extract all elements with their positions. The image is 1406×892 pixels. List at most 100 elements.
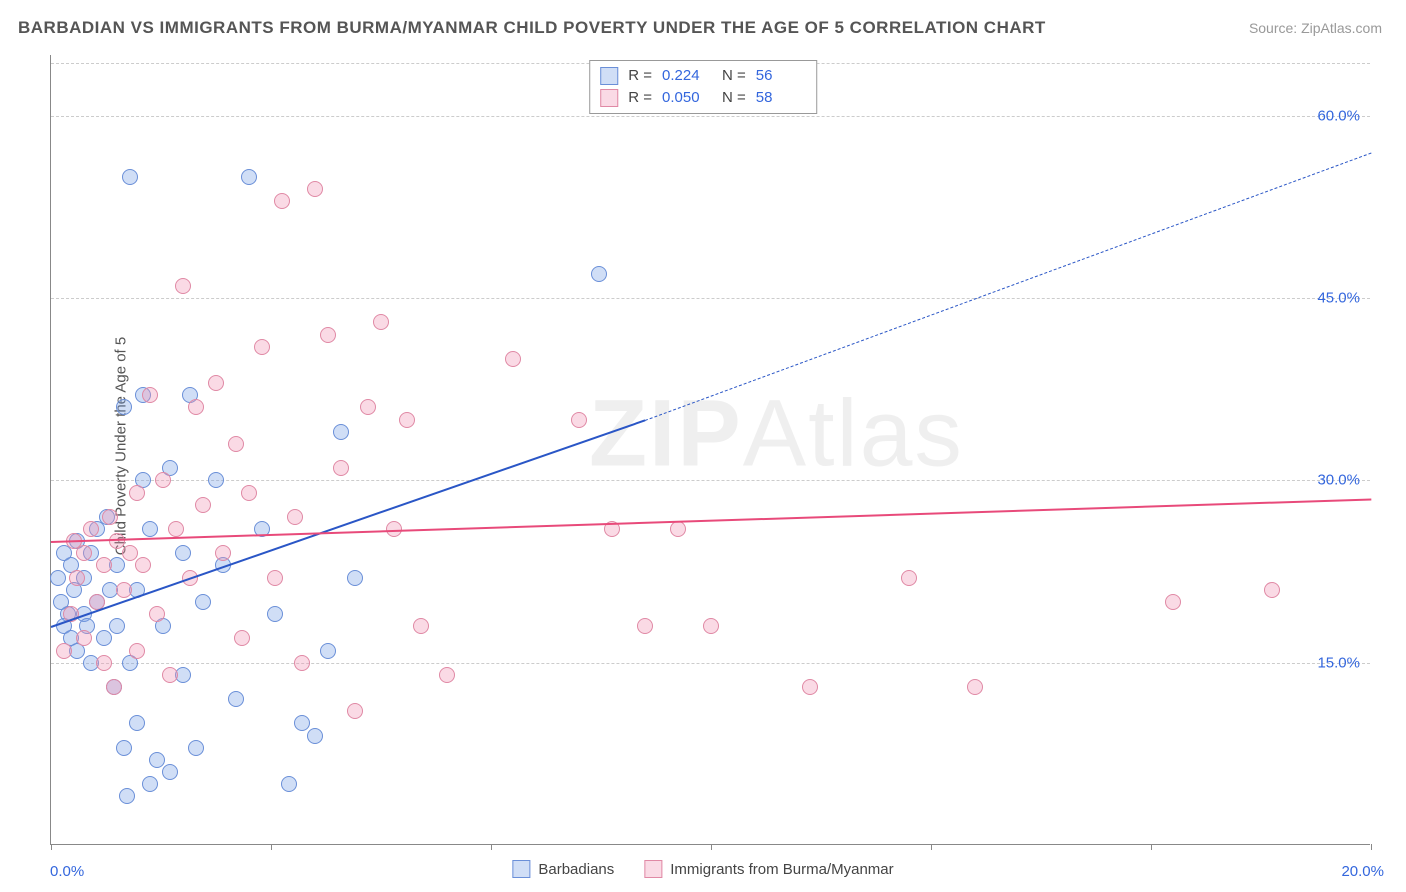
series-legend-label: Barbadians [538, 861, 614, 878]
scatter-point [129, 643, 145, 659]
scatter-point [116, 740, 132, 756]
scatter-point [76, 545, 92, 561]
scatter-point [1165, 594, 1181, 610]
x-tick [711, 844, 712, 850]
y-tick-label: 15.0% [1317, 654, 1360, 671]
scatter-point [373, 314, 389, 330]
legend-swatch [600, 67, 618, 85]
y-tick-label: 45.0% [1317, 290, 1360, 307]
scatter-point [571, 412, 587, 428]
scatter-point [591, 266, 607, 282]
scatter-point [294, 715, 310, 731]
scatter-point [320, 327, 336, 343]
scatter-point [188, 740, 204, 756]
scatter-point [241, 169, 257, 185]
scatter-point [149, 606, 165, 622]
x-tick [51, 844, 52, 850]
scatter-point [228, 691, 244, 707]
x-tick [491, 844, 492, 850]
scatter-point [254, 339, 270, 355]
scatter-point [109, 618, 125, 634]
x-tick [931, 844, 932, 850]
y-tick-label: 30.0% [1317, 472, 1360, 489]
scatter-point [175, 278, 191, 294]
scatter-point [208, 375, 224, 391]
x-axis-min-label: 0.0% [50, 863, 84, 880]
scatter-point [142, 387, 158, 403]
scatter-point [208, 472, 224, 488]
scatter-point [267, 570, 283, 586]
gridline-h [51, 663, 1370, 664]
legend-swatch [600, 89, 618, 107]
legend-r-value: 0.224 [662, 65, 712, 87]
scatter-point [122, 169, 138, 185]
watermark-light: Atlas [743, 380, 964, 486]
scatter-point [116, 582, 132, 598]
scatter-point [69, 570, 85, 586]
scatter-point [215, 545, 231, 561]
series-legend: BarbadiansImmigrants from Burma/Myanmar [512, 860, 893, 878]
scatter-point [106, 679, 122, 695]
scatter-point [234, 630, 250, 646]
chart-title: BARBADIAN VS IMMIGRANTS FROM BURMA/MYANM… [18, 18, 1046, 38]
scatter-point [56, 643, 72, 659]
scatter-point [347, 570, 363, 586]
scatter-point [116, 399, 132, 415]
scatter-point [195, 594, 211, 610]
scatter-point [1264, 582, 1280, 598]
scatter-point [119, 788, 135, 804]
scatter-point [83, 521, 99, 537]
scatter-point [168, 521, 184, 537]
legend-r-label: R = [628, 65, 652, 87]
scatter-point [129, 715, 145, 731]
watermark-bold: ZIP [589, 380, 743, 486]
legend-r-label: R = [628, 87, 652, 109]
scatter-point [333, 424, 349, 440]
correlation-legend: R =0.224N =56R =0.050N =58 [589, 60, 817, 114]
watermark-text: ZIPAtlas [589, 379, 964, 488]
scatter-point [162, 667, 178, 683]
gridline-h [51, 298, 1370, 299]
scatter-point [333, 460, 349, 476]
scatter-point [76, 630, 92, 646]
scatter-point [347, 703, 363, 719]
scatter-point [195, 497, 211, 513]
scatter-point [320, 643, 336, 659]
legend-swatch [512, 860, 530, 878]
scatter-point [129, 485, 145, 501]
scatter-point [439, 667, 455, 683]
plot-area: ZIPAtlas 15.0%30.0%45.0%60.0% [50, 55, 1370, 845]
gridline-h [51, 116, 1370, 117]
scatter-point [413, 618, 429, 634]
scatter-point [281, 776, 297, 792]
scatter-point [670, 521, 686, 537]
scatter-point [505, 351, 521, 367]
scatter-point [149, 752, 165, 768]
legend-n-value: 58 [756, 87, 806, 109]
regression-line-extrapolated [645, 152, 1371, 420]
legend-swatch [644, 860, 662, 878]
scatter-point [901, 570, 917, 586]
scatter-point [102, 509, 118, 525]
scatter-point [96, 630, 112, 646]
x-tick [1371, 844, 1372, 850]
scatter-point [142, 521, 158, 537]
scatter-point [267, 606, 283, 622]
gridline-h [51, 480, 1370, 481]
scatter-point [135, 557, 151, 573]
x-axis-max-label: 20.0% [1341, 863, 1384, 880]
scatter-point [50, 570, 66, 586]
x-tick [1151, 844, 1152, 850]
scatter-point [175, 545, 191, 561]
scatter-point [274, 193, 290, 209]
scatter-point [294, 655, 310, 671]
series-legend-item: Barbadians [512, 860, 614, 878]
scatter-point [228, 436, 244, 452]
scatter-point [122, 545, 138, 561]
scatter-point [162, 764, 178, 780]
scatter-point [967, 679, 983, 695]
source-credit: Source: ZipAtlas.com [1249, 20, 1382, 36]
scatter-point [360, 399, 376, 415]
legend-r-value: 0.050 [662, 87, 712, 109]
x-tick [271, 844, 272, 850]
